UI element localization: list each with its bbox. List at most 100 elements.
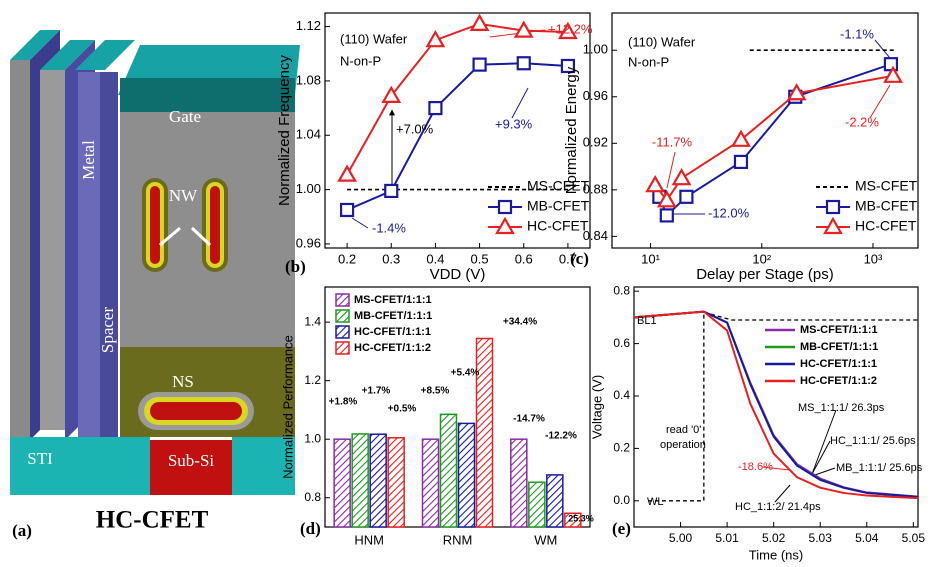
- series-line: [346, 22, 568, 176]
- gate-label: Gate: [169, 107, 201, 126]
- plot-frame: [324, 12, 591, 249]
- x-tick-label: 10³: [864, 251, 883, 266]
- annotation: N-on-P: [628, 54, 669, 69]
- legend-swatch: [335, 293, 350, 307]
- marker: [384, 183, 399, 199]
- y-tick-label: 1.00: [583, 42, 608, 57]
- panel-label: (e): [612, 519, 631, 538]
- device-illustration: [10, 30, 300, 495]
- x-axis-label: Delay per Stage (ps): [696, 266, 834, 283]
- x-tick-label: 5.03: [809, 531, 833, 545]
- x-tick-label: 10¹: [641, 251, 660, 266]
- legend-label: HC-CFET/1:1:2: [354, 342, 431, 354]
- annotation: -12.0%: [708, 205, 750, 220]
- annotation: +0.5%: [388, 404, 417, 415]
- reference-line: [647, 311, 918, 502]
- x-axis-label: VDD (V): [430, 266, 486, 283]
- marker: [679, 189, 694, 204]
- annotation: +5.4%: [451, 368, 480, 379]
- x-tick-label: 0.2: [338, 251, 356, 266]
- annotation: -18.6%: [738, 461, 773, 473]
- annotation: +7.0%: [396, 121, 434, 136]
- legend-label: MB-CFET/1:1:1: [800, 341, 878, 353]
- annotation: +34.4%: [503, 317, 537, 328]
- marker: [516, 56, 531, 71]
- x-tick-label: 0.5: [471, 251, 489, 266]
- annotation: +1.8%: [329, 397, 358, 408]
- annotation: read '0': [666, 424, 701, 436]
- annotation: HC_1:1:2/ 21.4ps: [735, 501, 821, 513]
- marker: [469, 13, 490, 31]
- legend-label: HC-CFET/1:1:2: [800, 375, 877, 387]
- bar: [421, 438, 440, 528]
- y-axis-label: Voltage (V): [589, 375, 604, 439]
- y-tick-label: 1.08: [296, 72, 321, 87]
- y-tick-label: 0.4: [613, 388, 630, 402]
- y-tick-label: 0.8: [613, 283, 630, 297]
- ns-label: NS: [172, 372, 194, 391]
- plot-frame: [611, 12, 919, 249]
- marker: [558, 21, 578, 40]
- caption: HC-CFET: [96, 507, 209, 534]
- y-tick-label: 0.88: [583, 181, 608, 196]
- marker: [337, 164, 357, 182]
- legend-marker: [823, 216, 843, 235]
- series-line: [633, 310, 919, 500]
- bar: [439, 413, 458, 528]
- plot-frame: [633, 286, 919, 528]
- legend-label: MS-CFET/1:1:1: [800, 324, 878, 336]
- marker: [381, 85, 402, 103]
- annotation: -11.7%: [652, 134, 693, 149]
- legend-marker: [497, 199, 513, 215]
- plot-frame: [324, 286, 591, 528]
- legend-swatch: [335, 341, 350, 355]
- x-tick-label: 5.02: [762, 531, 786, 545]
- bar: [475, 337, 494, 528]
- legend-marker: [495, 216, 515, 235]
- y-tick-label: 0.8: [304, 490, 321, 504]
- marker: [883, 57, 899, 72]
- legend-marker: [825, 199, 841, 215]
- annotation: WL: [647, 496, 664, 508]
- y-axis-label: Normalized Energy: [563, 66, 580, 194]
- annotation: -1.1%: [840, 26, 874, 41]
- annotation: -1.4%: [372, 220, 406, 235]
- legend-label: MB-CFET: [527, 198, 590, 214]
- bar: [351, 433, 369, 528]
- annotation: +1.7%: [362, 386, 391, 397]
- y-tick-label: 1.2: [304, 373, 321, 387]
- marker: [472, 57, 487, 72]
- sti-label: STI: [27, 449, 53, 468]
- x-axis-label: Time (ns): [749, 547, 803, 562]
- legend-label: MB-CFET/1:1:1: [354, 310, 432, 322]
- bar: [546, 474, 564, 528]
- marker: [656, 190, 677, 208]
- bar: [369, 433, 387, 528]
- x-tick-label: 5.01: [715, 531, 739, 545]
- y-tick-label: 1.12: [296, 18, 321, 33]
- annotation: 25.3%: [568, 513, 594, 523]
- legend-label: MS-CFET/1:1:1: [354, 294, 432, 306]
- bar: [333, 438, 351, 528]
- annotation: -2.2%: [845, 114, 879, 129]
- marker: [339, 202, 355, 218]
- bar: [457, 422, 476, 528]
- y-tick-label: 0.0: [613, 493, 630, 507]
- legend-label: MS-CFET: [527, 178, 590, 194]
- annotation: N-on-P: [340, 53, 381, 68]
- series-line: [633, 310, 919, 498]
- annotation: -12.2%: [545, 431, 577, 442]
- y-axis-label: Normalized Performance: [280, 335, 295, 479]
- marker: [425, 29, 446, 48]
- bar: [528, 481, 546, 528]
- annotation: MS_1:1:1/ 26.3ps: [798, 402, 885, 414]
- legend-label: HC-CFET: [527, 218, 589, 234]
- marker: [659, 208, 674, 223]
- x-tick-label: 0.4: [426, 251, 444, 266]
- x-tick-label: WM: [534, 532, 557, 547]
- legend-label: HC-CFET: [855, 218, 917, 234]
- x-tick-label: 0.3: [382, 251, 400, 266]
- annotation: -14.7%: [513, 414, 545, 425]
- bar: [387, 436, 405, 528]
